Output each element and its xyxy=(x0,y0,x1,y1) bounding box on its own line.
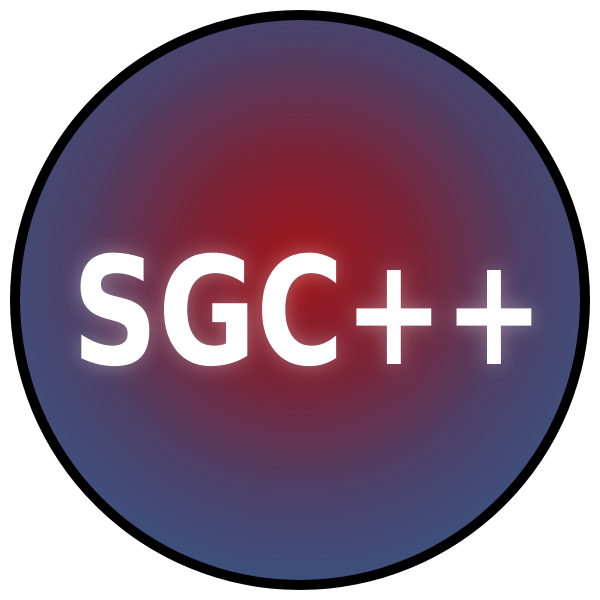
logo-wordmark: SGC++ xyxy=(72,226,544,400)
logo-disc xyxy=(20,20,580,580)
